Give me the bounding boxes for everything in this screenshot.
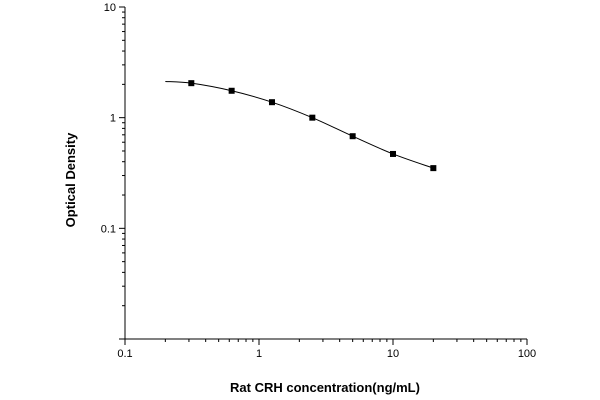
y-tick-label: 0.1	[101, 223, 116, 235]
x-tick-label: 100	[518, 348, 536, 360]
x-tick-label: 1	[256, 348, 262, 360]
data-point	[349, 133, 356, 140]
data-point	[390, 150, 396, 157]
x-tick-label: 10	[387, 348, 399, 360]
x-tick-label: 0.1	[117, 348, 132, 360]
data-point	[228, 87, 235, 94]
x-axis-title: Rat CRH concentration(ng/mL)	[230, 380, 420, 395]
data-points-layer	[188, 80, 437, 172]
y-tick-label: 10	[104, 2, 116, 14]
y-tick-label: 1	[110, 113, 116, 125]
data-point	[430, 165, 437, 172]
data-point	[309, 114, 316, 121]
data-point	[188, 80, 195, 87]
y-axis-title: Optical Density	[63, 132, 78, 227]
data-point	[268, 99, 275, 106]
axes: 0.1 1 10 100 10 1 0.1	[101, 2, 536, 360]
